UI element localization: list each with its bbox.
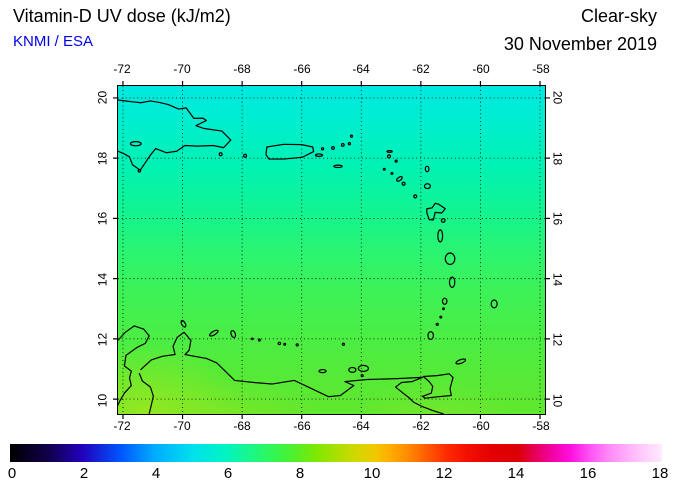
lat-tick-label-right: 16 xyxy=(550,211,565,226)
map-overlay xyxy=(113,81,550,419)
lat-tick-label-left: 10 xyxy=(95,393,110,408)
colorbar-tick-label: 0 xyxy=(7,465,17,482)
coast-hispaniola xyxy=(117,99,232,171)
axis-ticks xyxy=(113,81,550,419)
lon-tick-label-bottom: -60 xyxy=(472,419,490,433)
lon-tick-label-top: -64 xyxy=(352,62,370,76)
coast-guajira xyxy=(117,325,150,406)
map-frame xyxy=(113,81,550,419)
coast-guadeloupe xyxy=(426,202,446,221)
lat-tick-label-right: 14 xyxy=(550,272,565,287)
lon-tick-label-top: -62 xyxy=(412,62,430,76)
lat-tick-label-left: 16 xyxy=(95,211,110,226)
colorbar-tick-label: 18 xyxy=(651,465,669,482)
coast-puerto-rico xyxy=(265,143,315,160)
lon-tick-label-bottom: -62 xyxy=(412,419,430,433)
lat-tick-label-right: 20 xyxy=(550,90,565,105)
coastlines xyxy=(117,99,498,415)
map-field-land-patches xyxy=(118,86,545,414)
lat-tick-label-left: 14 xyxy=(95,272,110,287)
lon-tick-label-bottom: -58 xyxy=(532,419,550,433)
lon-tick-label-bottom: -70 xyxy=(173,419,191,433)
colorbar-tick-label: 16 xyxy=(579,465,597,482)
lon-tick-label-bottom: -72 xyxy=(113,419,131,433)
lon-tick-label-bottom: -64 xyxy=(352,419,370,433)
source-credit: KNMI / ESA xyxy=(13,33,94,50)
graticule-gridlines xyxy=(117,85,546,415)
lon-tick-label-top: -60 xyxy=(472,62,490,76)
colorbar-tick-label: 12 xyxy=(435,465,453,482)
lat-tick-label-left: 12 xyxy=(95,332,110,347)
lat-tick-label-right: 10 xyxy=(550,393,565,408)
lon-tick-label-bottom: -66 xyxy=(293,419,311,433)
colorbar-tick-label: 14 xyxy=(507,465,525,482)
colorbar-tick-label: 6 xyxy=(223,465,233,482)
lat-tick-label-left: 20 xyxy=(95,90,110,105)
page-title: Vitamin-D UV dose (kJ/m2) xyxy=(13,6,231,26)
lon-tick-label-top: -72 xyxy=(113,62,131,76)
sky-condition-label: Clear-sky xyxy=(580,6,657,26)
lat-tick-label-right: 18 xyxy=(550,151,565,166)
lat-tick-label-left: 18 xyxy=(95,151,110,166)
colorbar-tick-label: 8 xyxy=(295,465,305,482)
lon-tick-label-bottom: -68 xyxy=(233,419,251,433)
lat-tick-label-right: 12 xyxy=(550,332,565,347)
lon-tick-label-top: -68 xyxy=(233,62,251,76)
colorbar-gradient xyxy=(10,444,662,462)
coast-trinidad xyxy=(421,373,454,399)
header-right: Clear-sky 30 November 2019 xyxy=(504,6,657,55)
coast-venezuela xyxy=(140,331,444,415)
coast-maracaibo xyxy=(138,372,154,415)
colorbar-tick-label: 4 xyxy=(151,465,161,482)
lon-tick-label-top: -58 xyxy=(532,62,550,76)
lon-tick-label-top: -70 xyxy=(173,62,191,76)
date-label: 30 November 2019 xyxy=(503,34,657,54)
lon-tick-label-top: -66 xyxy=(293,62,311,76)
colorbar-tick-label: 10 xyxy=(363,465,381,482)
colorbar-tick-label: 2 xyxy=(79,465,89,482)
